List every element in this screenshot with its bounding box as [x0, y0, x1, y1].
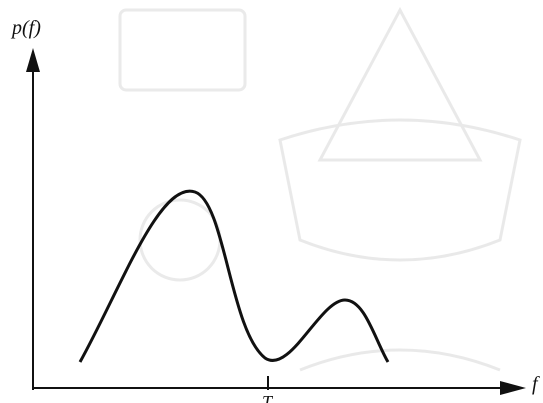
- background: [0, 0, 543, 403]
- diagram: p(f) f T: [0, 0, 543, 403]
- y-axis-label: p(f): [10, 17, 41, 39]
